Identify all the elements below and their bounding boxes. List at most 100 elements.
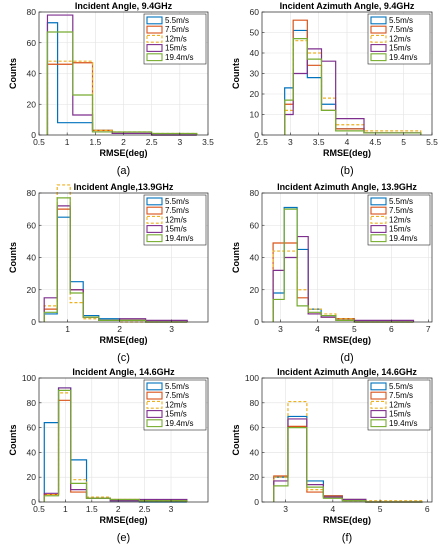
- legend-label: 7.5m/s: [165, 25, 189, 34]
- x-tick-label: 5: [378, 504, 383, 514]
- legend-label: 12m/s: [165, 34, 187, 43]
- y-tick-label: 20: [250, 89, 260, 99]
- y-tick-label: 0: [254, 497, 259, 507]
- x-tick-label: 5: [401, 137, 406, 147]
- legend-label: 12m/s: [165, 215, 187, 224]
- x-tick-label: 3: [283, 504, 288, 514]
- x-tick-label: 4: [345, 137, 350, 147]
- x-tick-label: 5: [352, 324, 357, 334]
- y-tick-label: 20: [250, 472, 260, 482]
- legend-swatch: [370, 25, 387, 34]
- y-tick-label: 0: [31, 497, 36, 507]
- legend-label: 19.4m/s: [389, 419, 417, 428]
- legend-swatch: [370, 44, 387, 52]
- chart-panel-4: 0.5 1 1.5 2 2.5 3 0 20 40 60 80 100 Incident Angle, …: [8, 367, 209, 544]
- chart-title: Incident Azimuth Angle, 13.9GHz: [277, 182, 417, 192]
- x-tick-label: 3: [177, 137, 182, 147]
- legend-swatch: [146, 391, 163, 400]
- panel-caption: (e): [117, 532, 130, 544]
- y-tick-label: 40: [250, 447, 260, 457]
- chart-title: Incident Angle,13.9GHz: [74, 182, 174, 192]
- y-tick-label: 60: [27, 423, 37, 433]
- legend-label: 15m/s: [389, 44, 411, 53]
- x-tick-label: 3: [169, 504, 174, 514]
- y-tick-label: 80: [250, 398, 260, 408]
- legend-label: 5.5m/s: [389, 16, 413, 25]
- y-axis-label: Counts: [231, 425, 241, 456]
- y-tick-label: 50: [250, 28, 260, 38]
- x-tick-label: 3.5: [313, 137, 325, 147]
- y-tick-label: 20: [27, 99, 37, 109]
- y-tick-label: 40: [27, 69, 37, 79]
- x-axis-label: RMSE(deg): [323, 515, 371, 525]
- histogram-series-12m/s: [272, 250, 414, 323]
- legend-swatch: [146, 34, 163, 43]
- y-tick-label: 0: [31, 317, 36, 327]
- y-tick-label: 60: [250, 423, 260, 433]
- legend-swatch: [370, 382, 387, 391]
- x-tick-label: 6: [389, 324, 394, 334]
- legend-label: 12m/s: [389, 215, 411, 224]
- y-tick-label: 40: [250, 48, 260, 58]
- legend-swatch: [146, 16, 163, 25]
- x-tick-label: 4.5: [369, 137, 381, 147]
- legend-swatch: [370, 206, 387, 215]
- legend-swatch: [370, 16, 387, 25]
- legend-label: 7.5m/s: [389, 391, 413, 400]
- x-tick-label: 1: [65, 324, 70, 334]
- legend-swatch: [146, 44, 163, 52]
- x-tick-label: 2: [117, 324, 122, 334]
- x-tick-label: 3: [288, 137, 293, 147]
- legend-label: 15m/s: [389, 410, 411, 419]
- histogram-series-19.4m/s: [43, 197, 188, 323]
- x-tick-label: 6: [425, 504, 430, 514]
- y-tick-label: 80: [27, 7, 37, 17]
- y-tick-label: 40: [250, 253, 260, 263]
- chart-title: Incident Azimuth Angle, 14.6GHz: [277, 367, 417, 377]
- y-tick-label: 0: [254, 317, 259, 327]
- x-tick-label: 3: [278, 324, 283, 334]
- x-tick-label: 7: [426, 324, 431, 334]
- x-tick-label: 4: [315, 324, 320, 334]
- legend-label: 19.4m/s: [389, 234, 417, 243]
- x-axis-label: RMSE(deg): [323, 335, 371, 345]
- x-axis-label: RMSE(deg): [100, 335, 148, 345]
- x-tick-label: 3.5: [202, 137, 214, 147]
- legend-swatch: [146, 215, 163, 224]
- legend-label: 15m/s: [165, 225, 187, 234]
- chart-panel-3: 3 4 5 6 7 0 20 40 60 80 Incident Azimuth Angle, 13…: [231, 182, 433, 364]
- y-axis-label: Counts: [8, 425, 18, 456]
- histogram-series-19.4m/s: [284, 38, 422, 135]
- y-tick-label: 80: [27, 398, 37, 408]
- y-tick-label: 100: [245, 373, 259, 383]
- legend-swatch: [370, 34, 387, 43]
- legend-box: [367, 194, 431, 246]
- legend-label: 19.4m/s: [165, 53, 193, 62]
- legend-label: 15m/s: [165, 44, 187, 53]
- x-tick-label: 4: [330, 504, 335, 514]
- y-tick-label: 60: [250, 7, 260, 17]
- histogram-series-19.4m/s: [43, 389, 188, 502]
- histogram-series-19.4m/s: [46, 31, 198, 135]
- legend-label: 12m/s: [165, 400, 187, 409]
- legend-swatch: [370, 391, 387, 400]
- x-axis-label: RMSE(deg): [100, 148, 148, 158]
- legend-swatch: [370, 215, 387, 224]
- axes-box: [261, 377, 433, 503]
- x-tick-label: 1.5: [86, 504, 98, 514]
- legend-swatch: [370, 419, 387, 428]
- legend-swatch: [370, 234, 387, 243]
- x-tick-label: 2.5: [256, 137, 268, 147]
- y-tick-label: 100: [22, 373, 36, 383]
- y-tick-label: 60: [27, 38, 37, 48]
- x-tick-label: 3: [169, 324, 174, 334]
- panel-caption: (a): [117, 165, 130, 177]
- legend-swatch: [370, 410, 387, 418]
- chart-title: Incident Azimuth Angle, 9.4GHz: [280, 1, 415, 11]
- legend-box: [367, 379, 431, 431]
- y-axis-label: Counts: [231, 242, 241, 273]
- y-tick-label: 30: [250, 69, 260, 79]
- legend-label: 12m/s: [389, 400, 411, 409]
